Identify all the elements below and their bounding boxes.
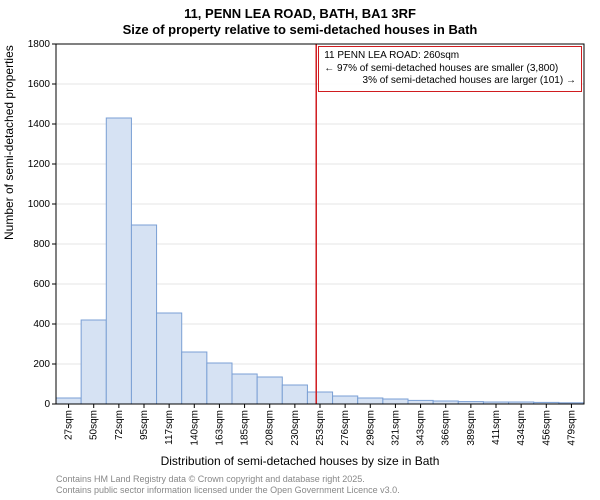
svg-text:1800: 1800: [28, 40, 51, 50]
svg-text:479sqm: 479sqm: [566, 410, 577, 446]
svg-text:50sqm: 50sqm: [89, 410, 100, 440]
svg-text:600: 600: [33, 279, 50, 290]
svg-text:72sqm: 72sqm: [114, 410, 125, 440]
svg-text:456sqm: 456sqm: [541, 410, 552, 446]
chart-title-1: 11, PENN LEA ROAD, BATH, BA1 3RF: [0, 6, 600, 22]
svg-text:411sqm: 411sqm: [491, 410, 502, 445]
x-axis-label: Distribution of semi-detached houses by …: [0, 454, 600, 468]
svg-text:366sqm: 366sqm: [441, 410, 452, 446]
svg-text:1200: 1200: [28, 159, 51, 170]
svg-text:27sqm: 27sqm: [64, 410, 75, 440]
svg-text:230sqm: 230sqm: [290, 410, 301, 446]
annotation-line1: 11 PENN LEA ROAD: 260sqm: [324, 50, 576, 63]
svg-text:389sqm: 389sqm: [466, 410, 477, 446]
svg-text:117sqm: 117sqm: [164, 410, 175, 445]
svg-text:298sqm: 298sqm: [365, 410, 376, 446]
svg-text:185sqm: 185sqm: [240, 410, 251, 446]
svg-text:140sqm: 140sqm: [189, 410, 200, 446]
chart-title-2: Size of property relative to semi-detach…: [0, 22, 600, 38]
chart-container: 11, PENN LEA ROAD, BATH, BA1 3RF Size of…: [0, 0, 600, 500]
footer-line1: Contains HM Land Registry data © Crown c…: [56, 474, 400, 485]
svg-text:95sqm: 95sqm: [139, 410, 150, 440]
svg-text:1000: 1000: [28, 199, 51, 210]
svg-text:0: 0: [44, 399, 50, 410]
svg-text:253sqm: 253sqm: [315, 410, 326, 446]
histogram-plot: 0 200 400 600 800 1000 1200 1400 1600 1800 27sqm 50…: [0, 40, 600, 460]
annotation-line3: 3% of semi-detached houses are larger (1…: [324, 75, 576, 88]
footer-attribution: Contains HM Land Registry data © Crown c…: [56, 474, 400, 496]
svg-text:400: 400: [33, 319, 50, 330]
svg-text:276sqm: 276sqm: [340, 410, 351, 446]
svg-text:163sqm: 163sqm: [214, 410, 225, 446]
svg-text:321sqm: 321sqm: [390, 410, 401, 446]
svg-text:1600: 1600: [28, 79, 51, 90]
svg-text:343sqm: 343sqm: [416, 410, 427, 446]
footer-line2: Contains public sector information licen…: [56, 485, 400, 496]
annotation-line2: ← 97% of semi-detached houses are smalle…: [324, 63, 576, 76]
y-axis-label: Number of semi-detached properties: [2, 45, 16, 240]
svg-text:200: 200: [33, 359, 50, 370]
svg-text:1400: 1400: [28, 119, 51, 130]
svg-text:800: 800: [33, 239, 50, 250]
svg-text:208sqm: 208sqm: [265, 410, 276, 446]
marker-annotation: 11 PENN LEA ROAD: 260sqm ← 97% of semi-d…: [318, 46, 582, 92]
chart-titles: 11, PENN LEA ROAD, BATH, BA1 3RF Size of…: [0, 0, 600, 37]
svg-text:434sqm: 434sqm: [516, 410, 527, 446]
